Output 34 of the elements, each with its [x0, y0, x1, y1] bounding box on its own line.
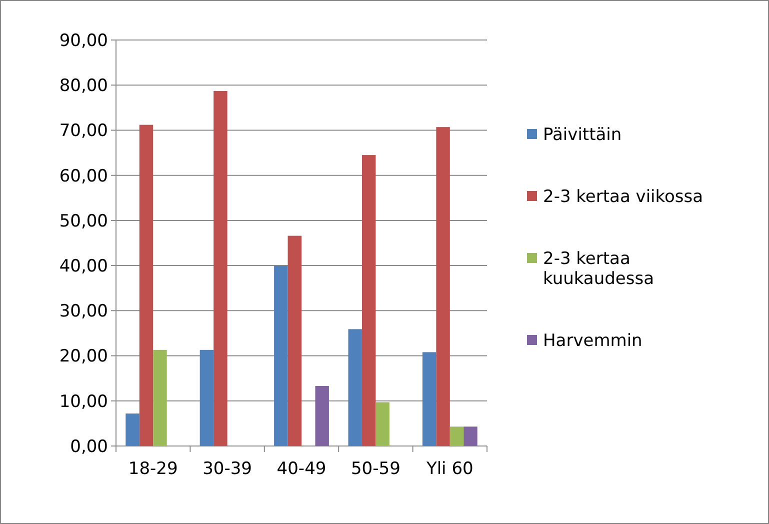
y-tick-label: 60,00	[59, 166, 108, 186]
bar	[288, 236, 302, 446]
x-tick-label: 18-29	[128, 459, 178, 479]
bar	[200, 350, 214, 446]
x-tick-label: 30-39	[202, 459, 252, 479]
bar	[362, 155, 376, 446]
y-tick-label: 20,00	[59, 346, 108, 367]
bar	[450, 426, 464, 446]
legend-label: 2-3 kertaa viikossa	[543, 187, 704, 207]
bar	[126, 414, 140, 446]
bar	[139, 124, 154, 446]
y-tick-label: 70,00	[59, 121, 108, 142]
y-tick-label: 90,00	[59, 30, 108, 51]
legend-label: 2-3 kertaa kuukaudessa	[543, 249, 654, 289]
bar	[214, 90, 228, 446]
y-tick-label: 30,00	[59, 302, 108, 322]
x-tick-label: Yli 60	[425, 459, 474, 479]
y-tick-label: 50,00	[59, 211, 108, 232]
bar	[464, 426, 478, 446]
bar	[274, 266, 288, 446]
y-tick-label: 80,00	[59, 76, 108, 96]
x-tick-label: 50-59	[350, 459, 400, 479]
bar	[348, 329, 362, 446]
bar	[315, 386, 329, 446]
x-tick-label: 40-49	[276, 459, 326, 479]
bar	[436, 127, 450, 446]
legend-label: Päivittäin	[543, 125, 622, 145]
bar	[153, 350, 167, 446]
legend-label: Harvemmin	[543, 331, 642, 351]
bar	[422, 352, 436, 446]
bar	[376, 402, 390, 446]
y-tick-label: 40,00	[59, 256, 108, 277]
y-tick-label: 0,00	[70, 436, 108, 457]
y-tick-label: 10,00	[59, 392, 108, 412]
